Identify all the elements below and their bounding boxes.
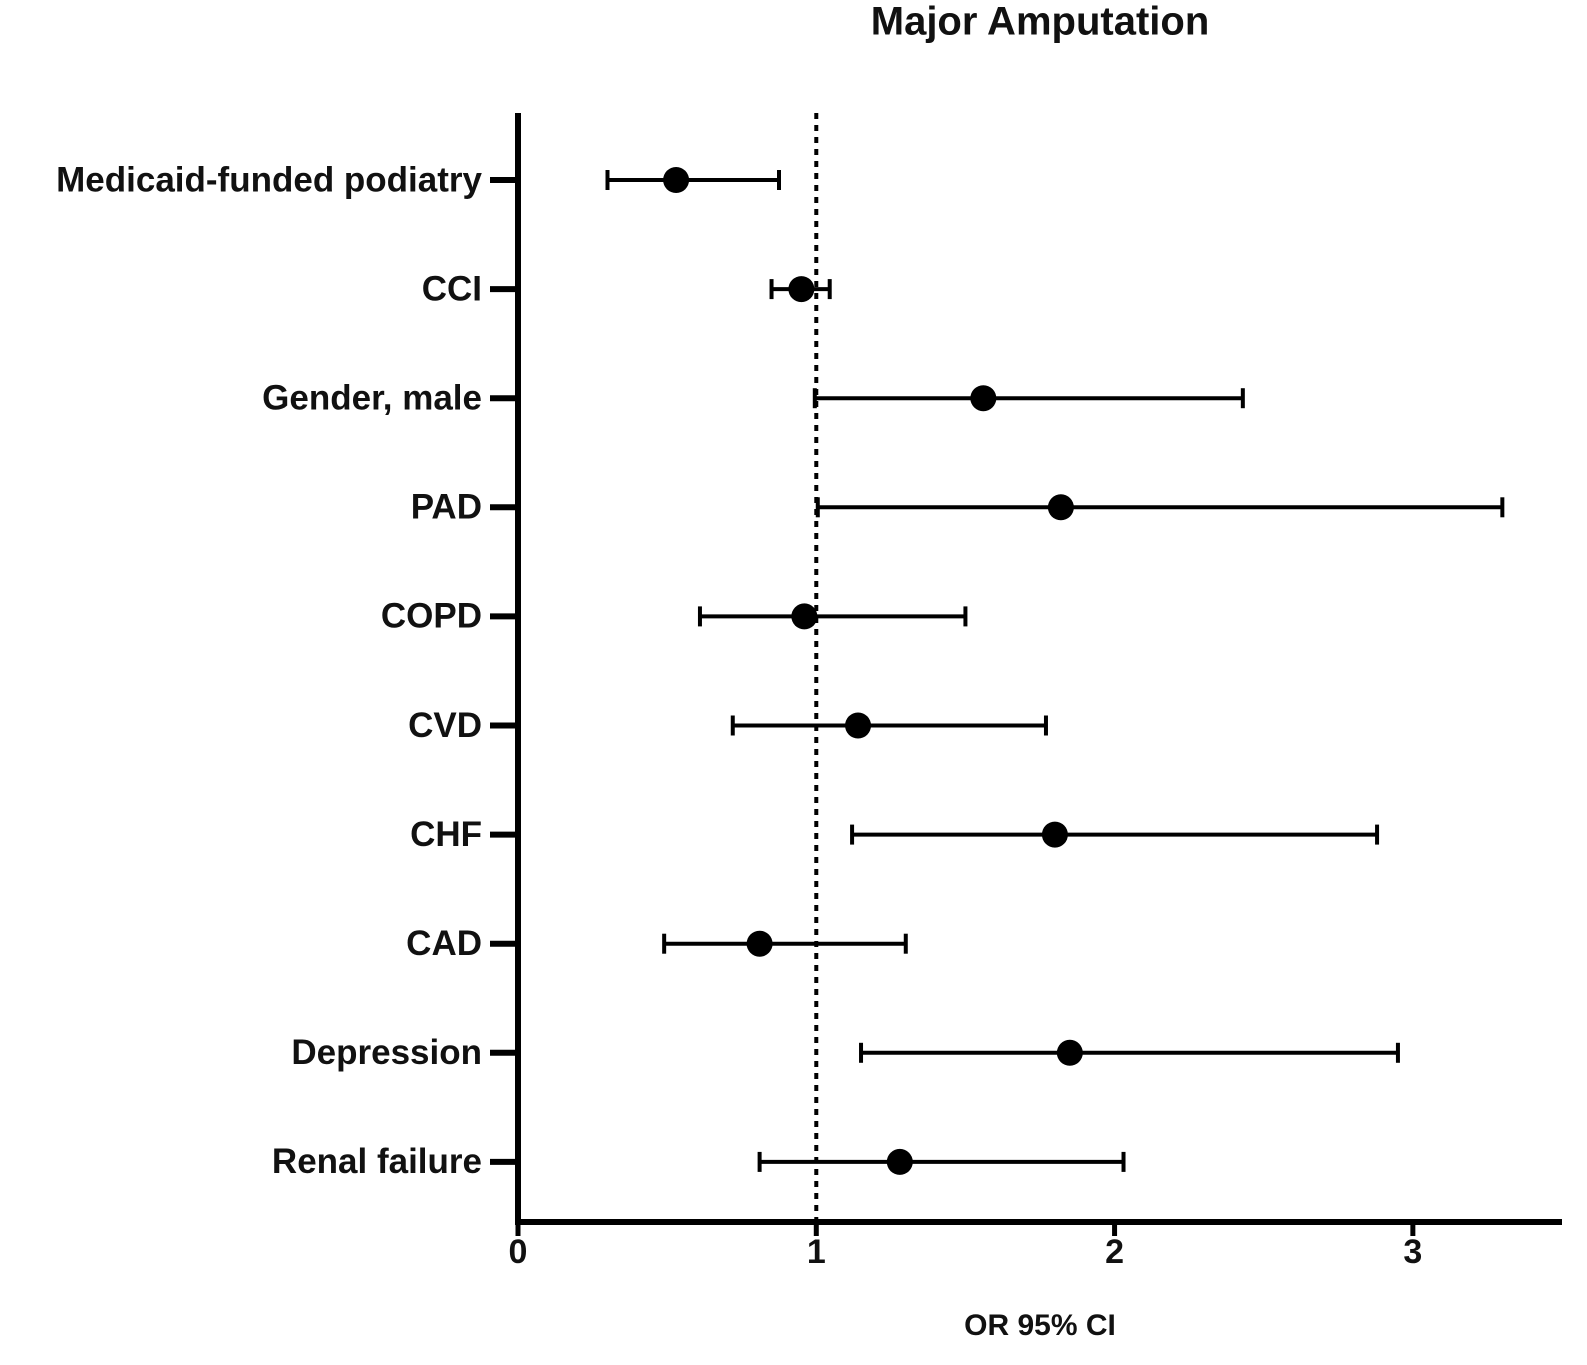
y-tick-label: Medicaid-funded podiatry <box>56 160 482 199</box>
x-tick-label: 0 <box>509 1233 528 1271</box>
point <box>1047 494 1074 521</box>
point <box>791 603 818 630</box>
point <box>886 1148 913 1175</box>
point <box>746 930 773 957</box>
y-tick-label: CHF <box>410 815 482 854</box>
point <box>788 276 815 303</box>
x-axis-label: OR 95% CI <box>964 1309 1116 1342</box>
y-tick-label: Renal failure <box>272 1142 482 1181</box>
y-tick-label: PAD <box>411 488 482 527</box>
point <box>970 385 997 412</box>
point <box>845 712 872 739</box>
y-tick-label: COPD <box>381 597 482 636</box>
point <box>1056 1039 1083 1066</box>
y-tick-label: CCI <box>422 269 482 308</box>
y-tick-label: CVD <box>408 706 482 745</box>
chart-title: Major Amputation <box>871 0 1210 44</box>
x-tick-label: 1 <box>807 1233 826 1271</box>
point <box>1041 821 1068 848</box>
y-tick-label: Depression <box>291 1033 482 1072</box>
x-tick-label: 3 <box>1403 1233 1422 1271</box>
x-tick-label: 2 <box>1105 1233 1124 1271</box>
y-tick-label: CAD <box>406 924 482 963</box>
point <box>663 167 690 193</box>
y-tick-label: Gender, male <box>262 378 482 417</box>
